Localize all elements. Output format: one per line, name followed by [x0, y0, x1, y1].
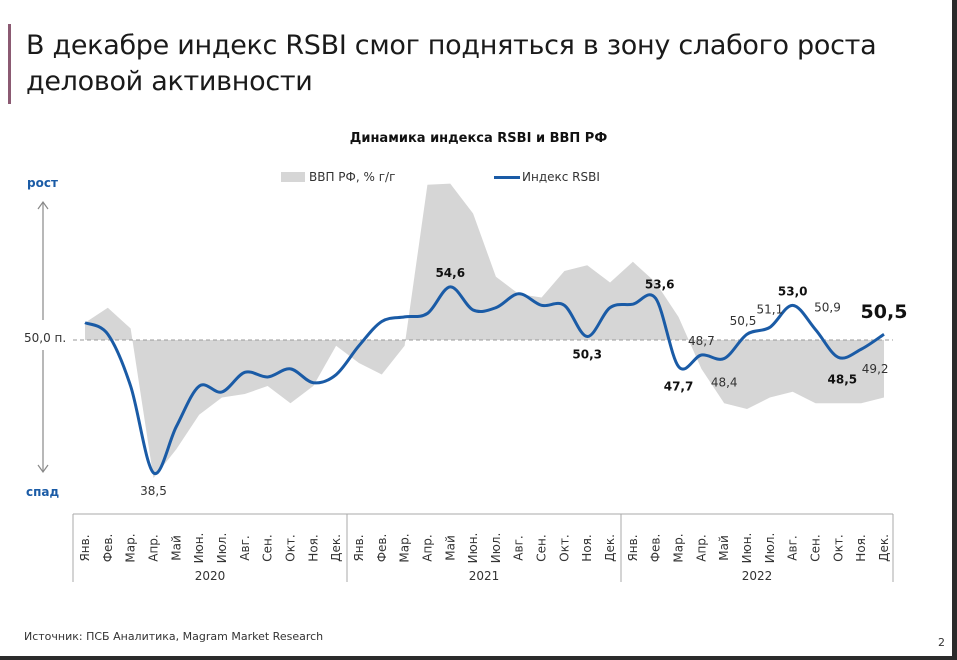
svg-text:Янв.: Янв.: [352, 534, 366, 561]
svg-text:50,3: 50,3: [572, 348, 602, 362]
growth-arrow-icon: [37, 200, 49, 320]
svg-text:Июн.: Июн.: [740, 533, 754, 564]
svg-text:Сен.: Сен.: [535, 534, 549, 561]
svg-text:49,2: 49,2: [862, 362, 889, 376]
decline-arrow-icon: [37, 350, 49, 474]
line-swatch-icon: [494, 175, 520, 179]
source-note: Источник: ПСБ Аналитика, Magram Market R…: [24, 630, 324, 643]
x-axis: Янв. Фев. Мар. Апр. Май Июн. Июл. Авг. Сен. Окт. Н…: [72, 513, 894, 583]
svg-text:Ноя.: Ноя.: [854, 534, 868, 561]
axis-label-growth: рост: [27, 176, 58, 190]
area-swatch-icon: [281, 172, 305, 182]
svg-text:Июл.: Июл.: [215, 533, 229, 564]
svg-text:Окт.: Окт.: [831, 534, 845, 562]
svg-text:Июл.: Июл.: [489, 533, 503, 564]
svg-text:Ноя.: Ноя.: [306, 534, 320, 561]
svg-text:Мар.: Мар.: [398, 533, 412, 562]
gdp-area: [85, 183, 884, 478]
svg-text:50,5: 50,5: [730, 314, 757, 328]
svg-text:54,6: 54,6: [435, 266, 465, 280]
svg-text:48,4: 48,4: [711, 375, 738, 389]
svg-text:38,5: 38,5: [140, 484, 167, 498]
svg-text:Окт.: Окт.: [557, 534, 571, 562]
window-border-right: [952, 0, 957, 660]
svg-text:Июн.: Июн.: [192, 533, 206, 564]
legend-label-rsbi: Индекс RSBI: [522, 170, 600, 184]
svg-text:Май: Май: [443, 535, 457, 561]
rsbi-line: [84, 285, 885, 475]
data-labels: 38,554,650,353,647,748,748,450,551,153,0…: [140, 266, 907, 498]
svg-text:Сен.: Сен.: [261, 534, 275, 561]
svg-text:Дек.: Дек.: [329, 534, 343, 562]
svg-text:Июн.: Июн.: [466, 533, 480, 564]
svg-text:Авг.: Авг.: [786, 535, 800, 560]
svg-text:2021: 2021: [469, 569, 500, 583]
svg-text:Янв.: Янв.: [626, 534, 640, 561]
svg-text:Дек.: Дек.: [877, 534, 891, 562]
svg-text:Янв.: Янв.: [78, 534, 92, 561]
legend-item-gdp: ВВП РФ, % г/г: [281, 170, 395, 184]
svg-text:Фев.: Фев.: [375, 534, 389, 563]
svg-text:Мар.: Мар.: [124, 533, 138, 562]
svg-text:Авг.: Авг.: [512, 535, 526, 560]
reference-value-label: 50,0 п.: [24, 331, 67, 345]
svg-text:Фев.: Фев.: [649, 534, 663, 563]
svg-text:48,7: 48,7: [688, 334, 715, 348]
svg-text:Апр.: Апр.: [420, 534, 434, 562]
svg-text:50,9: 50,9: [814, 301, 841, 315]
svg-text:50,5: 50,5: [861, 301, 908, 323]
svg-text:2022: 2022: [742, 569, 773, 583]
title-accent-bar: [8, 24, 11, 104]
chart-title: Динамика индекса RSBI и ВВП РФ: [349, 131, 608, 146]
svg-text:Окт.: Окт.: [283, 534, 297, 562]
svg-text:Ноя.: Ноя.: [580, 534, 594, 561]
legend-label-gdp: ВВП РФ, % г/г: [309, 170, 396, 184]
svg-text:Апр.: Апр.: [694, 534, 708, 562]
svg-text:Май: Май: [717, 535, 731, 561]
svg-text:Апр.: Апр.: [146, 534, 160, 562]
svg-text:53,6: 53,6: [645, 277, 675, 291]
svg-text:53,0: 53,0: [778, 284, 808, 298]
svg-text:Май: Май: [169, 535, 183, 561]
svg-text:Сен.: Сен.: [809, 534, 823, 561]
svg-text:48,5: 48,5: [828, 372, 858, 386]
legend-item-rsbi: Индекс RSBI: [494, 170, 600, 184]
svg-text:51,1: 51,1: [756, 302, 783, 316]
page-number: 2: [938, 636, 945, 649]
svg-text:Мар.: Мар.: [672, 533, 686, 562]
slide-title: В декабре индекс RSBI смог подняться в з…: [26, 30, 877, 97]
svg-text:47,7: 47,7: [664, 380, 694, 394]
svg-text:Авг.: Авг.: [238, 535, 252, 560]
axis-label-decline: спад: [26, 485, 60, 499]
svg-text:Фев.: Фев.: [101, 534, 115, 563]
svg-text:2020: 2020: [195, 569, 226, 583]
svg-text:Дек.: Дек.: [603, 534, 617, 562]
svg-text:Июл.: Июл.: [763, 533, 777, 564]
window-border-bottom: [0, 656, 957, 660]
